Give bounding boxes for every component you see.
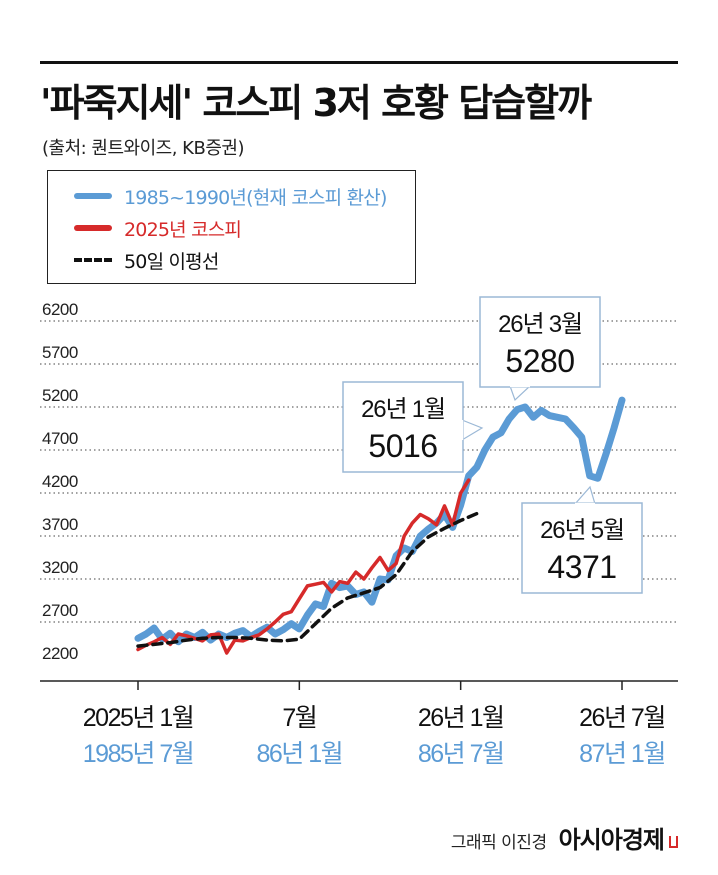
callout-pointer (509, 385, 532, 402)
callout-pointer (461, 419, 484, 442)
y-tick-label: 5700 (42, 343, 78, 362)
graphic-credit: 그래픽 이진경 (450, 833, 547, 853)
x-tick-label: 26년 1월 (418, 704, 504, 732)
x-tick-sublabel: 1985년 7월 (83, 740, 193, 768)
brand-logo: 아시아경제 (558, 826, 665, 854)
callout-label: 26년 1월 (361, 396, 445, 423)
chart-title: '파죽지세' 코스피 3저 호황 답습할까 (40, 81, 592, 125)
legend-swatch-red (74, 225, 112, 231)
callout-value: 5016 (368, 428, 437, 464)
legend-item-kospi-2025: 2025년 코스피 (48, 213, 242, 243)
legend-label: 2025년 코스피 (124, 218, 242, 241)
y-tick-label: 2700 (42, 601, 78, 620)
x-tick-sublabel: 86년 1월 (256, 740, 342, 768)
y-tick-label: 3700 (42, 515, 78, 534)
x-tick-sublabel: 86년 7월 (418, 740, 504, 768)
series-line-kospi-2025 (136, 478, 471, 655)
brand-mark-icon (669, 836, 678, 848)
title-rule (40, 61, 678, 64)
legend-label: 50일 이평선 (124, 250, 219, 273)
source-note: (출처: 퀀트와이즈, KB증권) (42, 138, 244, 159)
callout-value: 4371 (547, 549, 616, 585)
legend-label: 1985~1990년(현재 코스피 환산) (124, 186, 387, 209)
y-tick-label: 2200 (42, 644, 78, 663)
series-line-ma50 (136, 511, 479, 648)
callout-box (521, 502, 643, 594)
legend: 1985~1990년(현재 코스피 환산) 2025년 코스피 50일 이평선 (47, 170, 416, 284)
callout-box (342, 381, 464, 473)
legend-item-historical: 1985~1990년(현재 코스피 환산) (48, 181, 387, 211)
legend-swatch-dashed (74, 258, 112, 262)
x-tick-sublabel: 87년 1월 (579, 740, 665, 768)
y-tick-label: 4200 (42, 472, 78, 491)
x-tick-label: 7월 (282, 704, 316, 732)
callout-value: 5280 (505, 343, 574, 379)
callout-pointer (573, 485, 596, 505)
x-tick-label: 2025년 1월 (83, 704, 193, 732)
footer: 그래픽 이진경 아시아경제 (451, 820, 678, 855)
callout-label: 26년 5월 (540, 517, 624, 544)
y-tick-label: 3200 (42, 558, 78, 577)
y-tick-label: 4700 (42, 429, 78, 448)
callout-box (479, 296, 601, 388)
callout-label: 26년 3월 (498, 311, 582, 338)
legend-item-ma50: 50일 이평선 (48, 245, 219, 275)
y-tick-label: 5200 (42, 386, 78, 405)
x-tick-label: 26년 7월 (579, 704, 665, 732)
y-tick-label: 6200 (42, 300, 78, 319)
legend-swatch-blue (74, 193, 112, 199)
